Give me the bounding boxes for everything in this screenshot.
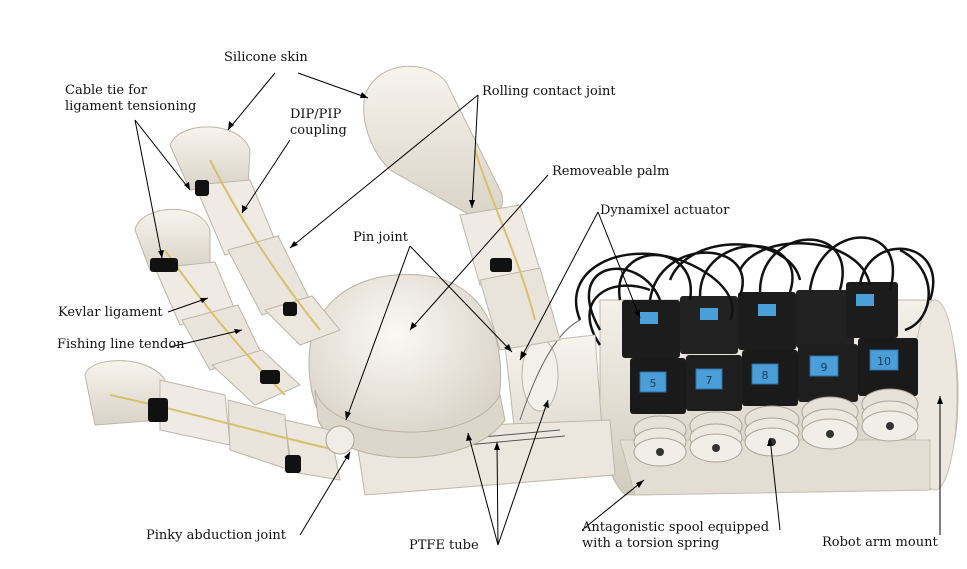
display-text: 7 [706, 374, 713, 387]
display-text: 8 [762, 369, 769, 382]
display-text: 9 [821, 361, 828, 374]
label-pinky-abduction-joint: Pinky abduction joint [146, 528, 287, 543]
label-silicone-skin: Silicone skin [224, 50, 308, 65]
label-dynamixel-actuator: Dynamixel actuator [600, 203, 730, 218]
index-finger [169, 126, 341, 346]
label-removeable-palm: Removeable palm [552, 164, 670, 179]
label-dip-pip-coupling: DIP/PIP coupling [290, 107, 347, 138]
label-robot-arm-mount: Robot arm mount [822, 535, 938, 550]
dynamixel-back-row [622, 282, 898, 358]
actuator-cables [574, 236, 935, 346]
palm [308, 273, 506, 458]
dynamixel-front-row: 5 7 8 9 10 [630, 338, 918, 414]
label-antagonistic-spool: Antagonistic spool equipped with a torsi… [582, 520, 770, 551]
label-pin-joint: Pin joint [353, 230, 409, 245]
annotation-arrowheads [158, 92, 943, 488]
label-cable-tie: Cable tie for ligament tensioning [65, 83, 197, 114]
spools [633, 388, 919, 467]
display-text: 5 [650, 377, 657, 390]
display-text: 10 [877, 355, 891, 368]
label-rolling-contact-joint: Rolling contact joint [482, 84, 616, 99]
pinky-finger [84, 360, 355, 481]
label-ptfe-tube: PTFE tube [409, 538, 479, 553]
thumb [363, 65, 561, 351]
annotation-lines [134, 72, 941, 546]
label-kevlar-ligament: Kevlar ligament [58, 305, 163, 320]
label-fishing-line-tendon: Fishing line tendon [57, 337, 185, 352]
